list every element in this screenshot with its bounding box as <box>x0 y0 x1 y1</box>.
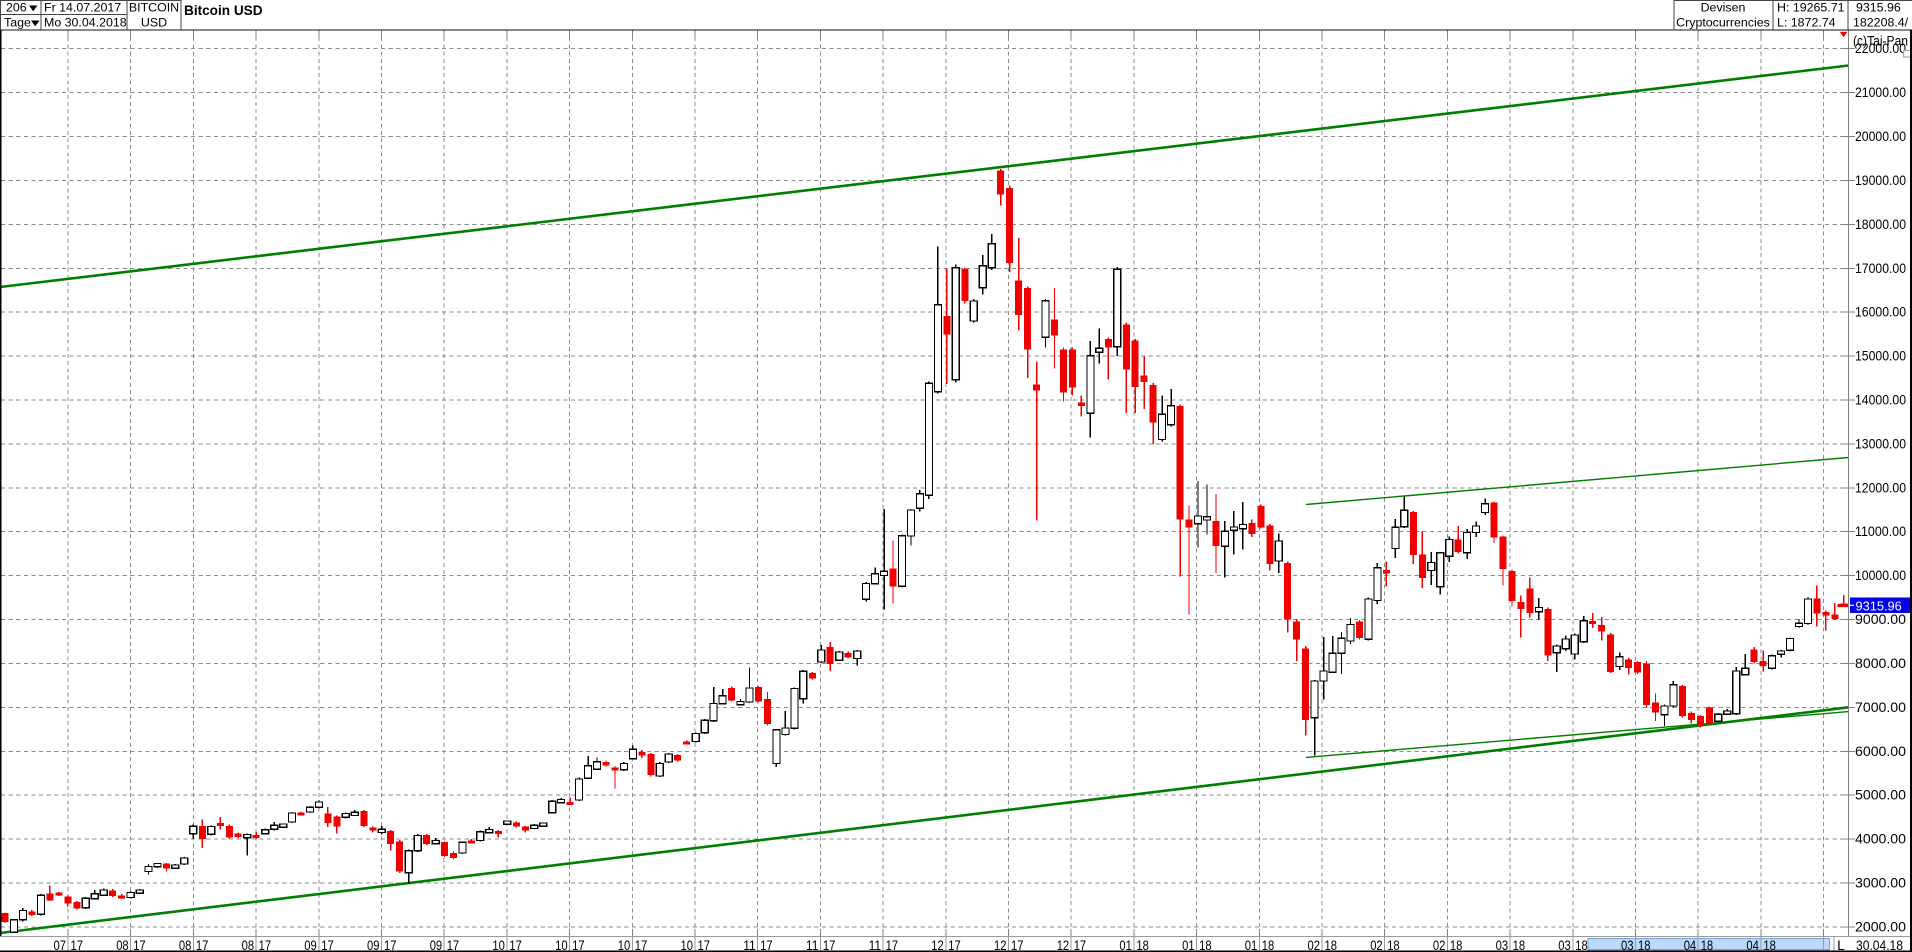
svg-text:16000.00: 16000.00 <box>1855 305 1906 320</box>
svg-text:7000.00: 7000.00 <box>1855 700 1906 715</box>
svg-text:11: 11 <box>806 938 819 952</box>
svg-text:17: 17 <box>71 938 84 952</box>
svg-text:206: 206 <box>6 1 27 15</box>
svg-text:17: 17 <box>384 938 397 952</box>
svg-text:14000.00: 14000.00 <box>1855 393 1906 408</box>
svg-text:19000.00: 19000.00 <box>1855 173 1906 188</box>
svg-text:2000.00: 2000.00 <box>1855 919 1906 934</box>
svg-text:10: 10 <box>618 938 631 952</box>
svg-text:01: 01 <box>1182 938 1195 952</box>
svg-text:01: 01 <box>1119 938 1132 952</box>
svg-text:09: 09 <box>430 938 443 952</box>
svg-text:12: 12 <box>994 938 1007 952</box>
svg-text:18: 18 <box>1262 938 1275 952</box>
svg-text:20000.00: 20000.00 <box>1855 129 1906 144</box>
svg-text:L: 1872.74: L: 1872.74 <box>1777 16 1836 30</box>
svg-text:18: 18 <box>1575 938 1588 952</box>
svg-text:11: 11 <box>869 938 882 952</box>
svg-text:18: 18 <box>1513 938 1526 952</box>
svg-text:08: 08 <box>242 938 255 952</box>
svg-text:12: 12 <box>931 938 944 952</box>
svg-text:17: 17 <box>572 938 585 952</box>
svg-text:03: 03 <box>1621 938 1634 952</box>
svg-text:8000.00: 8000.00 <box>1855 656 1906 671</box>
svg-text:10: 10 <box>492 938 505 952</box>
svg-text:08: 08 <box>116 938 129 952</box>
svg-text:USD: USD <box>141 16 167 30</box>
svg-text:17: 17 <box>1011 938 1024 952</box>
svg-text:17: 17 <box>1074 938 1087 952</box>
svg-text:17: 17 <box>886 938 899 952</box>
svg-text:10: 10 <box>555 938 568 952</box>
svg-text:17: 17 <box>447 938 460 952</box>
svg-text:07: 07 <box>54 938 67 952</box>
svg-text:Cryptocurrencies: Cryptocurrencies <box>1676 16 1770 30</box>
svg-text:L: L <box>1837 938 1845 952</box>
svg-text:Devisen: Devisen <box>1701 1 1746 15</box>
svg-text:6000.00: 6000.00 <box>1855 744 1906 759</box>
svg-text:02: 02 <box>1433 938 1446 952</box>
svg-text:09: 09 <box>367 938 380 952</box>
svg-text:17: 17 <box>698 938 711 952</box>
svg-text:Mo 30.04.2018: Mo 30.04.2018 <box>44 16 127 30</box>
svg-text:02: 02 <box>1308 938 1321 952</box>
svg-text:BITCOIN: BITCOIN <box>129 1 179 15</box>
svg-text:18: 18 <box>1136 938 1149 952</box>
svg-text:17000.00: 17000.00 <box>1855 261 1906 276</box>
svg-text:21000.00: 21000.00 <box>1855 85 1906 100</box>
svg-text:18: 18 <box>1387 938 1400 952</box>
svg-text:30.04.18: 30.04.18 <box>1856 938 1903 952</box>
svg-text:17: 17 <box>133 938 146 952</box>
svg-text:04: 04 <box>1746 938 1759 952</box>
svg-text:04: 04 <box>1684 938 1697 952</box>
svg-text:10: 10 <box>681 938 694 952</box>
svg-text:17: 17 <box>948 938 961 952</box>
svg-text:Fr 14.07.2017: Fr 14.07.2017 <box>44 1 121 15</box>
svg-text:17: 17 <box>196 938 209 952</box>
svg-text:18: 18 <box>1199 938 1212 952</box>
svg-text:18000.00: 18000.00 <box>1855 217 1906 232</box>
svg-text:22000.00: 22000.00 <box>1855 41 1906 56</box>
svg-text:Bitcoin USD: Bitcoin USD <box>184 3 263 18</box>
svg-text:9000.00: 9000.00 <box>1855 612 1906 627</box>
svg-text:9315.96: 9315.96 <box>1856 598 1902 613</box>
svg-text:08: 08 <box>179 938 192 952</box>
svg-text:18: 18 <box>1638 938 1651 952</box>
svg-text:18: 18 <box>1450 938 1463 952</box>
svg-text:11000.00: 11000.00 <box>1855 524 1906 539</box>
svg-text:9315.96: 9315.96 <box>1856 1 1901 15</box>
svg-text:12: 12 <box>1057 938 1070 952</box>
svg-text:18: 18 <box>1325 938 1338 952</box>
svg-text:3000.00: 3000.00 <box>1855 876 1906 891</box>
svg-text:Tage: Tage <box>4 16 31 30</box>
svg-text:17: 17 <box>259 938 272 952</box>
svg-text:(c)Tai-Pan: (c)Tai-Pan <box>1853 34 1908 49</box>
svg-text:13000.00: 13000.00 <box>1855 436 1906 451</box>
svg-text:H: 19265.71: H: 19265.71 <box>1777 1 1845 15</box>
svg-text:01: 01 <box>1245 938 1258 952</box>
svg-text:11: 11 <box>743 938 756 952</box>
svg-text:17: 17 <box>823 938 836 952</box>
svg-text:18: 18 <box>1763 938 1776 952</box>
svg-text:02: 02 <box>1370 938 1383 952</box>
svg-text:17: 17 <box>509 938 522 952</box>
svg-text:12000.00: 12000.00 <box>1855 480 1906 495</box>
svg-text:03: 03 <box>1558 938 1571 952</box>
svg-text:09: 09 <box>304 938 317 952</box>
svg-text:4000.00: 4000.00 <box>1855 832 1906 847</box>
svg-text:17: 17 <box>321 938 334 952</box>
svg-text:17: 17 <box>635 938 648 952</box>
svg-text:5000.00: 5000.00 <box>1855 788 1906 803</box>
svg-text:182208.4/: 182208.4/ <box>1853 16 1909 30</box>
svg-text:15000.00: 15000.00 <box>1855 349 1906 364</box>
svg-text:18: 18 <box>1701 938 1714 952</box>
svg-text:03: 03 <box>1496 938 1509 952</box>
svg-text:10000.00: 10000.00 <box>1855 568 1906 583</box>
svg-text:17: 17 <box>760 938 773 952</box>
